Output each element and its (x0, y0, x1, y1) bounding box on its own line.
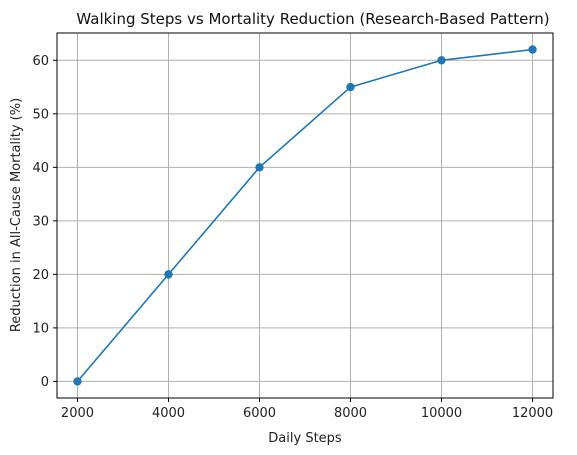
data-point (164, 270, 173, 279)
grid (57, 33, 553, 398)
x-tick-label: 10000 (421, 406, 462, 421)
y-tick-label: 20 (32, 268, 49, 283)
x-tick-label: 12000 (512, 406, 553, 421)
plot-area (56, 32, 554, 399)
y-tick-label: 40 (32, 161, 49, 176)
axis-ticks: 2000 4000 6000 8000 10000 12000 0 10 20 30 40 50 60 (32, 54, 553, 421)
data-point (73, 377, 82, 386)
x-tick-label: 4000 (152, 406, 185, 421)
data-point (437, 56, 446, 65)
data-point (346, 82, 355, 92)
series-line (76, 48, 533, 382)
x-axis-label: Daily Steps (268, 431, 342, 446)
y-tick-label: 30 (32, 214, 49, 229)
y-tick-label: 60 (32, 54, 49, 69)
x-tick-label: 6000 (243, 406, 276, 421)
data-point (255, 163, 264, 172)
y-tick-label: 10 (32, 321, 49, 336)
chart-title: Walking Steps vs Mortality Reduction (Re… (76, 10, 549, 28)
y-axis-label: Reduction in All-Cause Mortality (%) (9, 98, 24, 332)
data-point (528, 45, 537, 54)
data-series (73, 45, 537, 386)
x-tick-label: 2000 (61, 406, 94, 421)
x-tick-label: 8000 (334, 406, 367, 421)
y-tick-label: 0 (41, 375, 49, 390)
y-tick-label: 50 (32, 107, 49, 122)
